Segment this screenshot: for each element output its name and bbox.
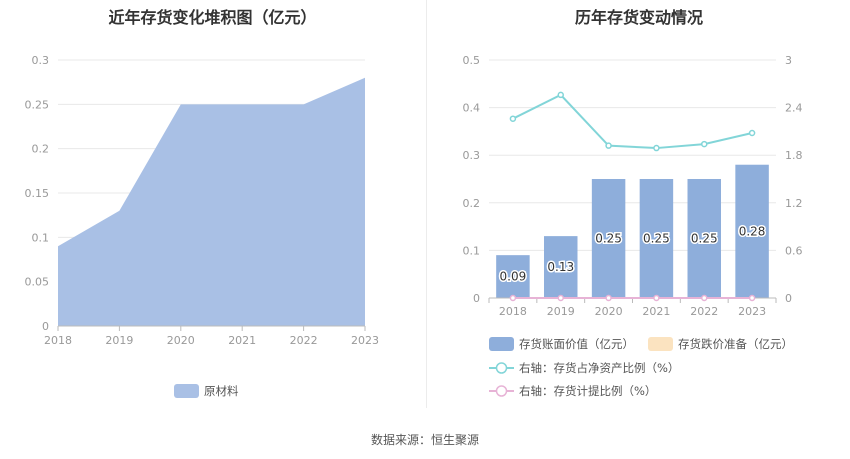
data-source: 数据来源：恒生聚源 xyxy=(370,433,479,447)
provision-ratio-point xyxy=(748,294,756,302)
right-chart-title: 历年存货变动情况 xyxy=(574,8,703,27)
right-x-tick-label: 2020 xyxy=(595,305,623,318)
legend-label-net-asset-ratio: 右轴：存货占净资产比例（%） xyxy=(519,361,679,375)
left-chart-title: 近年存货变化堆积图（亿元） xyxy=(108,8,317,27)
provision-ratio-point xyxy=(509,294,517,302)
bar-data-label: 0.25 xyxy=(643,232,670,246)
chart-divider xyxy=(426,0,427,408)
left-x-tick-label: 2022 xyxy=(290,334,318,347)
inventory-net-asset-ratio-point xyxy=(557,91,564,99)
right-x-tick-label: 2018 xyxy=(499,305,527,318)
inventory-net-asset-ratio-point xyxy=(748,129,756,137)
inventory-book-value-bar xyxy=(687,179,721,298)
left-y-tick-label: 0.05 xyxy=(25,276,50,289)
legend-label-impairment: 存货跌价准备（亿元） xyxy=(678,337,793,351)
left-y-tick-label: 0.3 xyxy=(32,54,50,67)
right-y-left-tick-label: 0 xyxy=(473,292,480,305)
left-x-tick-label: 2023 xyxy=(351,334,379,347)
inventory-book-value-bar xyxy=(544,236,578,298)
provision-ratio-point xyxy=(701,294,708,302)
inventory-net-asset-ratio-line xyxy=(512,93,753,150)
legend-label-provision-ratio: 右轴：存货计提比例（%） xyxy=(519,384,656,398)
left-legend-label: 原材料 xyxy=(204,384,239,398)
left-y-tick-label: 0.25 xyxy=(25,98,50,111)
left-legend-swatch xyxy=(174,384,199,398)
right-y-right-tick-label: 0 xyxy=(785,292,792,305)
bar-data-label: 0.25 xyxy=(691,232,718,246)
right-y-left-tick-label: 0.1 xyxy=(463,244,481,257)
left-x-tick-label: 2021 xyxy=(228,334,256,347)
left-y-tick-label: 0.1 xyxy=(32,231,50,244)
legend-marker-provision-ratio xyxy=(495,385,508,397)
left-y-tick-label: 0.15 xyxy=(25,187,50,200)
left-x-tick-label: 2020 xyxy=(167,334,195,347)
inventory-net-asset-ratio-point xyxy=(701,140,708,148)
left-x-tick-label: 2018 xyxy=(44,334,72,347)
provision-ratio-point xyxy=(653,294,660,302)
left-y-tick-label: 0.2 xyxy=(32,143,50,156)
right-y-left-tick-label: 0.4 xyxy=(463,102,481,115)
right-y-right-tick-label: 1.2 xyxy=(785,197,803,210)
right-y-right-tick-label: 3 xyxy=(785,54,792,67)
inventory-book-value-bar xyxy=(735,164,769,298)
raw-material-area xyxy=(58,77,365,326)
inventory-net-asset-ratio-point xyxy=(653,144,660,152)
legend-swatch-book-value xyxy=(489,337,514,351)
legend-marker-net-asset-ratio xyxy=(495,362,508,374)
right-y-right-tick-label: 2.4 xyxy=(785,102,803,115)
bar-data-label: 0.09 xyxy=(500,270,527,284)
provision-ratio-point xyxy=(557,294,564,302)
right-x-tick-label: 2023 xyxy=(738,305,766,318)
right-y-left-tick-label: 0.5 xyxy=(463,54,481,67)
inventory-net-asset-ratio-point xyxy=(605,142,612,149)
left-x-tick-label: 2019 xyxy=(105,334,133,347)
right-x-tick-label: 2019 xyxy=(547,305,575,318)
inventory-book-value-bar xyxy=(639,179,674,298)
left-y-tick-label: 0 xyxy=(42,320,49,333)
legend-swatch-impairment xyxy=(648,337,673,351)
inventory-book-value-bar xyxy=(591,179,626,298)
right-x-tick-label: 2021 xyxy=(642,305,670,318)
right-y-left-tick-label: 0.3 xyxy=(463,149,481,162)
bar-data-label: 0.25 xyxy=(595,232,622,246)
right-y-left-tick-label: 0.2 xyxy=(463,197,481,210)
right-y-right-tick-label: 1.8 xyxy=(785,149,803,162)
inventory-book-value-bar xyxy=(496,255,530,298)
bar-data-label: 0.13 xyxy=(547,260,574,274)
right-x-tick-label: 2022 xyxy=(690,305,718,318)
inventory-net-asset-ratio-point xyxy=(509,115,517,122)
provision-ratio-point xyxy=(605,294,612,302)
bar-data-label: 0.28 xyxy=(739,224,766,238)
right-y-right-tick-label: 0.6 xyxy=(785,244,803,257)
legend-label-book-value: 存货账面价值（亿元） xyxy=(519,337,634,351)
